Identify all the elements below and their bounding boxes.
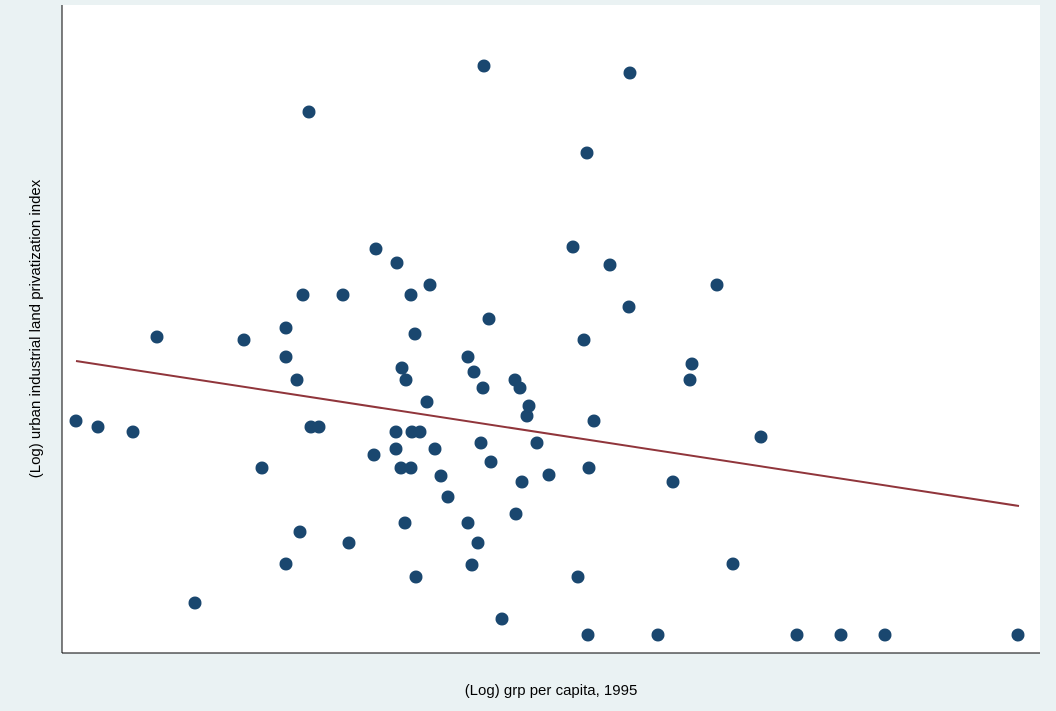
fit-line <box>75 360 1020 507</box>
point <box>126 425 140 439</box>
point <box>290 373 304 387</box>
point <box>255 461 269 475</box>
point <box>398 516 412 530</box>
point <box>441 490 455 504</box>
point <box>666 475 680 489</box>
point <box>390 256 404 270</box>
point <box>404 288 418 302</box>
point <box>461 516 475 530</box>
point <box>685 357 699 371</box>
point <box>471 536 485 550</box>
point <box>296 288 310 302</box>
point <box>495 612 509 626</box>
y-axis-label: (Log) urban industrial land privatizatio… <box>27 179 44 478</box>
point <box>622 300 636 314</box>
point <box>423 278 437 292</box>
point <box>571 570 585 584</box>
point <box>603 258 617 272</box>
point <box>790 628 804 642</box>
point <box>69 414 83 428</box>
point <box>580 146 594 160</box>
point <box>581 628 595 642</box>
point <box>395 361 409 375</box>
point <box>522 399 536 413</box>
point <box>404 461 418 475</box>
point <box>279 321 293 335</box>
point <box>484 455 498 469</box>
point <box>566 240 580 254</box>
point <box>428 442 442 456</box>
point <box>399 373 413 387</box>
point <box>710 278 724 292</box>
point <box>520 409 534 423</box>
point <box>474 436 488 450</box>
point <box>394 461 408 475</box>
point <box>651 628 665 642</box>
point <box>336 288 350 302</box>
point <box>1011 628 1025 642</box>
x-axis-label: (Log) grp per capita, 1995 <box>465 682 638 699</box>
point <box>312 420 326 434</box>
point <box>726 557 740 571</box>
point <box>476 381 490 395</box>
point <box>477 59 491 73</box>
point <box>188 596 202 610</box>
point <box>389 442 403 456</box>
point <box>587 414 601 428</box>
point <box>754 430 768 444</box>
plot-area <box>62 5 1040 653</box>
point <box>623 66 637 80</box>
point <box>413 425 427 439</box>
point <box>408 327 422 341</box>
point <box>513 381 527 395</box>
point <box>577 333 591 347</box>
point <box>461 350 475 364</box>
point <box>389 425 403 439</box>
point <box>293 525 307 539</box>
point <box>465 558 479 572</box>
point <box>237 333 251 347</box>
point <box>302 105 316 119</box>
point <box>509 507 523 521</box>
point <box>434 469 448 483</box>
point <box>467 365 481 379</box>
point <box>834 628 848 642</box>
point <box>530 436 544 450</box>
point <box>542 468 556 482</box>
point <box>683 373 697 387</box>
point <box>150 330 164 344</box>
point <box>515 475 529 489</box>
point <box>342 536 356 550</box>
point <box>482 312 496 326</box>
point <box>367 448 381 462</box>
point <box>582 461 596 475</box>
point <box>369 242 383 256</box>
point <box>409 570 423 584</box>
point <box>420 395 434 409</box>
point <box>878 628 892 642</box>
point <box>279 350 293 364</box>
point <box>279 557 293 571</box>
point <box>91 420 105 434</box>
